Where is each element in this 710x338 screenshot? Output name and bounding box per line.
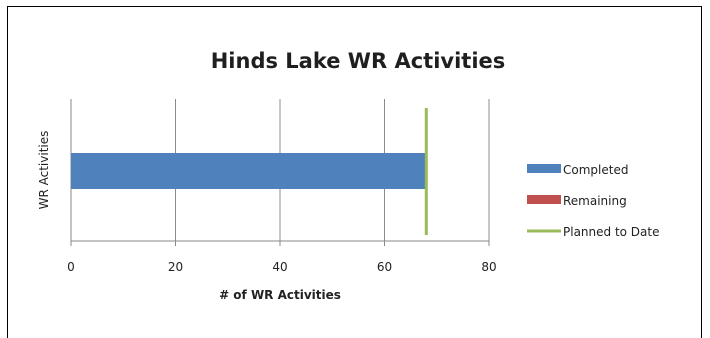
x-axis-label: # of WR Activities	[219, 288, 341, 302]
legend-label-planned-to-date: Planned to Date	[563, 225, 660, 239]
legend-swatch-completed	[527, 164, 561, 173]
legend-label-completed: Completed	[563, 163, 628, 177]
x-tick-label-60: 60	[377, 260, 392, 274]
y-axis-label: WR Activities	[37, 131, 51, 210]
x-tick-label-40: 40	[272, 260, 287, 274]
bar-completed	[71, 153, 427, 189]
chart-title: Hinds Lake WR Activities	[211, 49, 506, 73]
x-tick-label-0: 0	[67, 260, 75, 274]
legend-swatch-remaining	[527, 195, 561, 204]
x-tick-label-80: 80	[481, 260, 496, 274]
bars	[71, 108, 428, 235]
legend: Completed Remaining Planned to Date	[527, 163, 660, 239]
x-tick-label-20: 20	[168, 260, 183, 274]
x-tick-labels: 0 20 40 60 80	[67, 241, 497, 274]
legend-label-remaining: Remaining	[563, 194, 627, 208]
